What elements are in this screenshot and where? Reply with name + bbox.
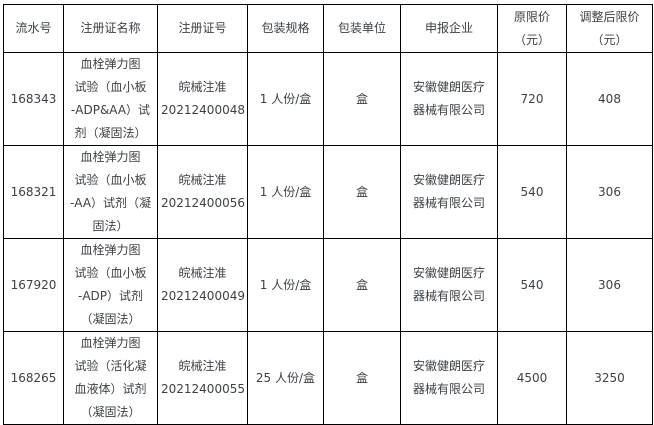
cell-unit: 盒 — [323, 52, 401, 146]
cell-spec: 1 人份/盒 — [247, 145, 324, 239]
cell-name: 血栓弹力图 试验（血小板 -AA）试剂（凝 固法） — [63, 145, 158, 239]
cell-spec: 1 人份/盒 — [247, 52, 324, 146]
cell-adjusted-price: 3250 — [566, 331, 653, 425]
cell-serial: 168321 — [3, 145, 64, 239]
cell-reg-no: 皖械注准 20212400056 — [157, 145, 248, 239]
col-header-reg-no: 注册证号 — [157, 4, 248, 53]
cell-name: 血栓弹力图 试验（血小板 -ADP）试剂 （凝固法） — [63, 238, 158, 332]
cell-serial: 167920 — [3, 238, 64, 332]
table-row: 167920 血栓弹力图 试验（血小板 -ADP）试剂 （凝固法） 皖械注准 2… — [3, 238, 653, 332]
cell-reg-no: 皖械注准 20212400055 — [157, 331, 248, 425]
header-row: 流水号 注册证名称 注册证号 包装规格 包装单位 申报企业 原限价 （元） 调整… — [3, 4, 653, 53]
cell-adjusted-price: 306 — [566, 145, 653, 239]
cell-company: 安徽健朗医疗 器械有限公司 — [400, 331, 498, 425]
cell-name: 血栓弹力图 试验（活化凝 血液体）试剂 （凝固法） — [63, 331, 158, 425]
cell-unit: 盒 — [323, 145, 401, 239]
col-header-spec: 包装规格 — [247, 4, 324, 53]
cell-adjusted-price: 408 — [566, 52, 653, 146]
cell-reg-no: 皖械注准 20212400048 — [157, 52, 248, 146]
cell-company: 安徽健朗医疗 器械有限公司 — [400, 238, 498, 332]
cell-reg-no: 皖械注准 20212400049 — [157, 238, 248, 332]
cell-serial: 168343 — [3, 52, 64, 146]
cell-company: 安徽健朗医疗 器械有限公司 — [400, 145, 498, 239]
table-row: 168343 血栓弹力图 试验（血小板 -ADP&AA）试 剂（凝固法） 皖械注… — [3, 52, 653, 146]
price-adjustment-table: 流水号 注册证名称 注册证号 包装规格 包装单位 申报企业 原限价 （元） 调整… — [3, 4, 653, 425]
table-row: 168321 血栓弹力图 试验（血小板 -AA）试剂（凝 固法） 皖械注准 20… — [3, 145, 653, 239]
cell-company: 安徽健朗医疗 器械有限公司 — [400, 52, 498, 146]
cell-name: 血栓弹力图 试验（血小板 -ADP&AA）试 剂（凝固法） — [63, 52, 158, 146]
col-header-unit: 包装单位 — [323, 4, 401, 53]
col-header-original-price: 原限价 （元） — [497, 4, 567, 53]
cell-unit: 盒 — [323, 238, 401, 332]
col-header-company: 申报企业 — [400, 4, 498, 53]
cell-spec: 25 人份/盒 — [247, 331, 324, 425]
cell-original-price: 540 — [497, 145, 567, 239]
cell-spec: 1 人份/盒 — [247, 238, 324, 332]
cell-adjusted-price: 306 — [566, 238, 653, 332]
col-header-adjusted-price: 调整后限价 （元） — [566, 4, 653, 53]
cell-unit: 盒 — [323, 331, 401, 425]
cell-original-price: 4500 — [497, 331, 567, 425]
table-row: 168265 血栓弹力图 试验（活化凝 血液体）试剂 （凝固法） 皖械注准 20… — [3, 331, 653, 425]
cell-serial: 168265 — [3, 331, 64, 425]
cell-original-price: 720 — [497, 52, 567, 146]
col-header-serial: 流水号 — [3, 4, 64, 53]
col-header-name: 注册证名称 — [63, 4, 158, 53]
cell-original-price: 540 — [497, 238, 567, 332]
